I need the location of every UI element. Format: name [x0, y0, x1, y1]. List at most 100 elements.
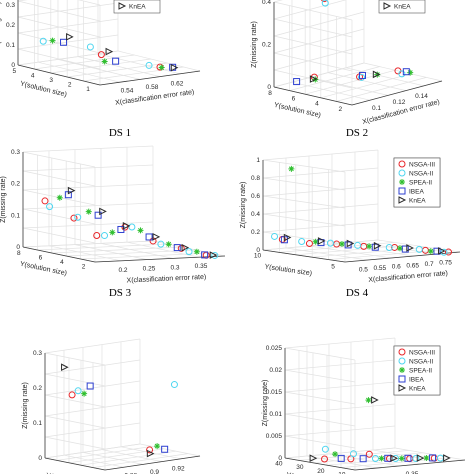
legend-marker: [118, 2, 127, 10]
grid: [273, 0, 443, 106]
series-spea-ii: [49, 37, 165, 71]
legend-box: [113, 0, 161, 14]
legend-marker: [399, 179, 405, 185]
series-nsga-ii: [321, 445, 444, 462]
y-tick-label: 6: [292, 95, 296, 102]
data-point: [444, 248, 452, 256]
z-tick-label: 0.1: [11, 212, 20, 219]
data-point: [81, 390, 88, 397]
data-point: [416, 454, 425, 462]
data-point: [338, 240, 345, 247]
z-tick-label: 0.2: [262, 42, 271, 49]
chart-title: DS 1: [109, 127, 131, 139]
x-tick-label: 0.2: [118, 267, 127, 274]
y-axis-label: Y(solution size): [264, 264, 312, 278]
data-point: [60, 38, 68, 46]
data-point: [412, 455, 420, 462]
series-spea-ii: [56, 194, 200, 255]
legend-label: NSGA-III: [409, 162, 435, 169]
z-tick-label: 0: [11, 62, 15, 69]
data-point: [365, 397, 372, 404]
data-point: [61, 363, 69, 372]
x-tick-label: 0.58: [146, 84, 159, 91]
data-point: [101, 232, 109, 240]
z-tick-label: 0.2: [251, 229, 260, 236]
series-nsga-ii: [321, 0, 406, 81]
data-point: [70, 214, 78, 222]
y-tick-label: 10: [338, 471, 346, 474]
chart-title: DS 2: [346, 127, 368, 139]
x-tick-label: 0.9: [150, 469, 159, 474]
legend-label: IBEA: [409, 189, 424, 196]
data-point: [94, 211, 102, 219]
x-tick-label: 0.54: [121, 88, 134, 95]
x-tick-label: 0.14: [415, 93, 428, 100]
data-point: [346, 239, 355, 248]
data-point: [305, 240, 313, 248]
series-knea: [309, 0, 417, 83]
data-point: [293, 78, 301, 86]
x-tick-label: 0.3: [170, 264, 179, 271]
data-point: [378, 455, 385, 462]
z-tick-label: 0: [278, 455, 282, 462]
series-nsga-ii: [271, 232, 448, 256]
y-tick-label: 10: [254, 253, 262, 260]
legend-marker: [398, 187, 406, 195]
x-axis: [104, 455, 201, 471]
x-tick-label: 0.35: [195, 263, 208, 270]
y-tick-label: 6: [39, 254, 43, 261]
series-ibea: [293, 68, 410, 86]
data-point: [271, 232, 279, 240]
data-point: [437, 247, 446, 255]
x-tick-label: 0.5: [359, 267, 368, 274]
data-point: [407, 69, 414, 76]
data-point: [321, 0, 328, 3]
series-nsga-iii: [68, 391, 154, 454]
x-tick-label: 0.12: [393, 99, 406, 106]
data-point: [402, 68, 410, 76]
legend-marker: [398, 384, 407, 392]
legend: KnEA: [113, 0, 161, 14]
data-point: [68, 391, 76, 399]
y-axis: [17, 64, 101, 86]
legend-label: KnEA: [409, 386, 426, 393]
data-point: [309, 75, 318, 83]
data-point: [398, 455, 405, 462]
legend-marker: [398, 375, 406, 383]
x-tick-label: 0.6: [392, 264, 401, 271]
data-point: [433, 247, 441, 255]
legend-label: IBEA: [409, 377, 424, 384]
data-point: [283, 233, 292, 242]
data-point: [165, 241, 172, 248]
x-tick-label: 0.7: [425, 261, 434, 268]
legend-label: KnEA: [409, 198, 426, 205]
y-axis: [22, 246, 96, 263]
data-point: [443, 454, 451, 462]
data-point: [173, 244, 181, 252]
data-point: [429, 454, 437, 462]
data-point: [423, 455, 430, 461]
z-tick-label: 0.8: [251, 175, 260, 182]
series-spea-ii: [332, 397, 430, 462]
chart-panel-4: 0.5 0.55 0.6 0.65 0.7 0.7551000.20.40.60.81X(…: [240, 149, 461, 299]
data-point: [170, 381, 178, 389]
data-point: [211, 251, 219, 259]
data-point: [56, 194, 63, 201]
grid: [17, 0, 201, 86]
data-point: [209, 251, 218, 259]
z-tick-label: 0.015: [266, 389, 283, 396]
data-point: [86, 43, 94, 51]
data-point: [326, 239, 334, 247]
y-tick-label: 1: [86, 86, 90, 93]
data-point: [406, 244, 414, 252]
z-tick-label: 1: [256, 157, 260, 164]
data-point: [201, 251, 209, 259]
z-axis-label: Z(missing rate): [251, 21, 258, 68]
z-axis-label: Z(missing rate): [22, 382, 29, 429]
legend-label: NSGA-II: [409, 359, 433, 366]
data-point: [391, 243, 399, 251]
z-tick-label: 0: [256, 247, 260, 254]
legend-label: SPEA-II: [409, 368, 432, 375]
data-point: [157, 240, 165, 248]
